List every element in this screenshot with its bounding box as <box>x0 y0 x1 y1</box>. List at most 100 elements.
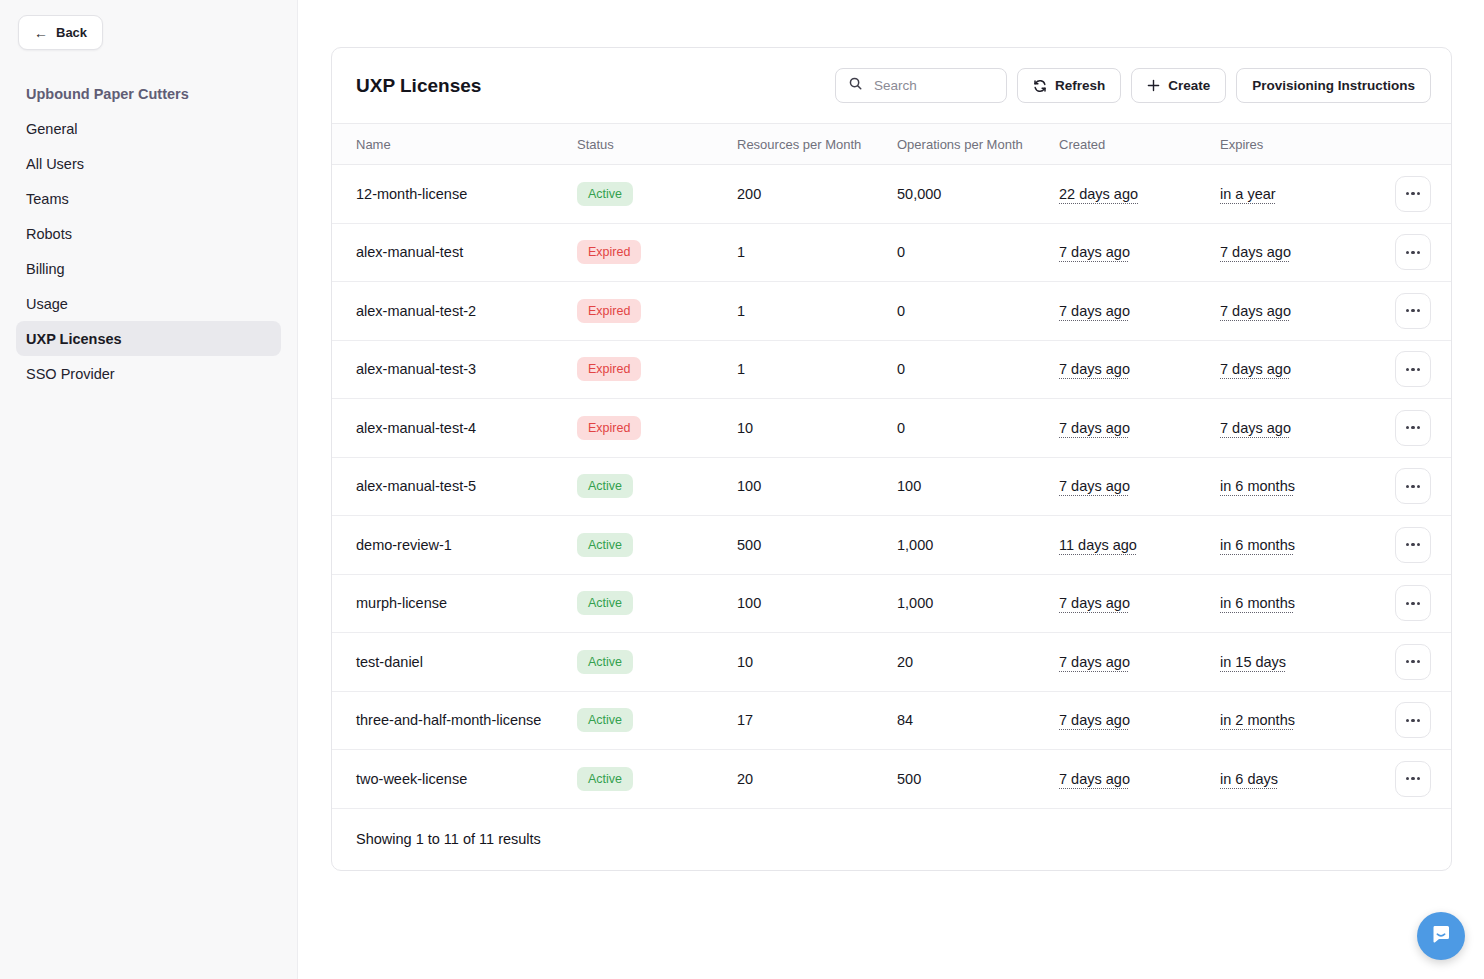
row-actions-button[interactable] <box>1395 761 1431 797</box>
expires-relative-time[interactable]: in 6 months <box>1220 537 1295 553</box>
license-name: two-week-license <box>356 771 577 787</box>
expires-relative-time[interactable]: in 6 months <box>1220 478 1295 494</box>
table-row: demo-review-1 Active 500 1,000 11 days a… <box>332 516 1451 575</box>
license-name: 12-month-license <box>356 186 577 202</box>
sidebar-item-label: Teams <box>26 191 69 207</box>
table-row: murph-license Active 100 1,000 7 days ag… <box>332 575 1451 634</box>
resources-per-month-value: 20 <box>737 771 897 787</box>
created-relative-time[interactable]: 7 days ago <box>1059 244 1130 260</box>
header-controls: Refresh Create Provisioning Instructions <box>835 68 1431 103</box>
row-actions-button[interactable] <box>1395 293 1431 329</box>
expires-relative-time[interactable]: 7 days ago <box>1220 361 1291 377</box>
status-badge: Active <box>577 650 633 674</box>
sidebar-item-sso-provider[interactable]: SSO Provider <box>16 356 281 391</box>
provisioning-instructions-button[interactable]: Provisioning Instructions <box>1236 68 1431 103</box>
back-button-label: Back <box>56 25 87 40</box>
resources-per-month-value: 1 <box>737 361 897 377</box>
create-button-label: Create <box>1168 78 1210 93</box>
sidebar-item-all-users[interactable]: All Users <box>16 146 281 181</box>
resources-per-month-value: 10 <box>737 654 897 670</box>
created-relative-time[interactable]: 22 days ago <box>1059 186 1138 202</box>
created-relative-time[interactable]: 7 days ago <box>1059 654 1130 670</box>
created-relative-time[interactable]: 7 days ago <box>1059 303 1130 319</box>
operations-per-month-value: 0 <box>897 361 1059 377</box>
status-badge: Expired <box>577 357 641 381</box>
license-name: three-and-half-month-license <box>356 712 577 728</box>
status-badge: Active <box>577 533 633 557</box>
created-relative-time[interactable]: 7 days ago <box>1059 771 1130 787</box>
sidebar-item-label: Usage <box>26 296 68 312</box>
chat-launcher-button[interactable] <box>1417 912 1465 960</box>
refresh-icon <box>1033 79 1047 93</box>
chat-bubble-icon <box>1429 922 1453 950</box>
row-actions-button[interactable] <box>1395 702 1431 738</box>
resources-per-month-value: 10 <box>737 420 897 436</box>
column-header-name: Name <box>356 137 577 152</box>
search-input[interactable] <box>872 77 994 94</box>
ellipsis-icon <box>1406 192 1409 195</box>
row-actions-button[interactable] <box>1395 527 1431 563</box>
table-row: 12-month-license Active 200 50,000 22 da… <box>332 165 1451 224</box>
main-content: UXP Licenses <box>298 0 1484 979</box>
refresh-button-label: Refresh <box>1055 78 1105 93</box>
operations-per-month-value: 0 <box>897 244 1059 260</box>
row-actions-button[interactable] <box>1395 468 1431 504</box>
row-actions-button[interactable] <box>1395 585 1431 621</box>
created-relative-time[interactable]: 7 days ago <box>1059 478 1130 494</box>
table-row: test-daniel Active 10 20 7 days ago in 1… <box>332 633 1451 692</box>
sidebar-item-label: All Users <box>26 156 84 172</box>
sidebar-item-general[interactable]: General <box>16 111 281 146</box>
results-summary: Showing 1 to 11 of 11 results <box>356 831 541 847</box>
operations-per-month-value: 500 <box>897 771 1059 787</box>
created-relative-time[interactable]: 11 days ago <box>1059 537 1137 553</box>
expires-relative-time[interactable]: in 6 days <box>1220 771 1278 787</box>
license-name: alex-manual-test-5 <box>356 478 577 494</box>
sidebar-item-robots[interactable]: Robots <box>16 216 281 251</box>
search-icon <box>848 76 863 95</box>
status-badge: Active <box>577 767 633 791</box>
operations-per-month-value: 0 <box>897 303 1059 319</box>
sidebar-item-label: SSO Provider <box>26 366 115 382</box>
back-button[interactable]: ← Back <box>18 15 103 50</box>
expires-relative-time[interactable]: 7 days ago <box>1220 244 1291 260</box>
expires-relative-time[interactable]: in 15 days <box>1220 654 1286 670</box>
resources-per-month-value: 17 <box>737 712 897 728</box>
column-header-operations: Operations per Month <box>897 137 1059 152</box>
created-relative-time[interactable]: 7 days ago <box>1059 595 1130 611</box>
sidebar-item-uxp-licenses[interactable]: UXP Licenses <box>16 321 281 356</box>
row-actions-button[interactable] <box>1395 644 1431 680</box>
sidebar-item-teams[interactable]: Teams <box>16 181 281 216</box>
uxp-licenses-card: UXP Licenses <box>331 47 1452 871</box>
sidebar-item-label: Billing <box>26 261 65 277</box>
ellipsis-icon <box>1406 485 1409 488</box>
created-relative-time[interactable]: 7 days ago <box>1059 420 1130 436</box>
operations-per-month-value: 0 <box>897 420 1059 436</box>
sidebar-item-label: General <box>26 121 78 137</box>
expires-relative-time[interactable]: in 6 months <box>1220 595 1295 611</box>
expires-relative-time[interactable]: 7 days ago <box>1220 303 1291 319</box>
resources-per-month-value: 100 <box>737 595 897 611</box>
status-badge: Expired <box>577 299 641 323</box>
license-name: alex-manual-test-2 <box>356 303 577 319</box>
created-relative-time[interactable]: 7 days ago <box>1059 712 1130 728</box>
resources-per-month-value: 1 <box>737 244 897 260</box>
sidebar-item-label: UXP Licenses <box>26 331 122 347</box>
sidebar-item-billing[interactable]: Billing <box>16 251 281 286</box>
create-button[interactable]: Create <box>1131 68 1226 103</box>
license-name: alex-manual-test <box>356 244 577 260</box>
table-row: three-and-half-month-license Active 17 8… <box>332 692 1451 751</box>
search-box[interactable] <box>835 68 1007 103</box>
table-header-row: Name Status Resources per Month Operatio… <box>332 123 1451 165</box>
row-actions-button[interactable] <box>1395 234 1431 270</box>
row-actions-button[interactable] <box>1395 410 1431 446</box>
row-actions-button[interactable] <box>1395 351 1431 387</box>
status-badge: Expired <box>577 416 641 440</box>
expires-relative-time[interactable]: 7 days ago <box>1220 420 1291 436</box>
sidebar-item-usage[interactable]: Usage <box>16 286 281 321</box>
expires-relative-time[interactable]: in 2 months <box>1220 712 1295 728</box>
expires-relative-time[interactable]: in a year <box>1220 186 1276 202</box>
row-actions-button[interactable] <box>1395 176 1431 212</box>
ellipsis-icon <box>1406 660 1409 663</box>
refresh-button[interactable]: Refresh <box>1017 68 1121 103</box>
created-relative-time[interactable]: 7 days ago <box>1059 361 1130 377</box>
